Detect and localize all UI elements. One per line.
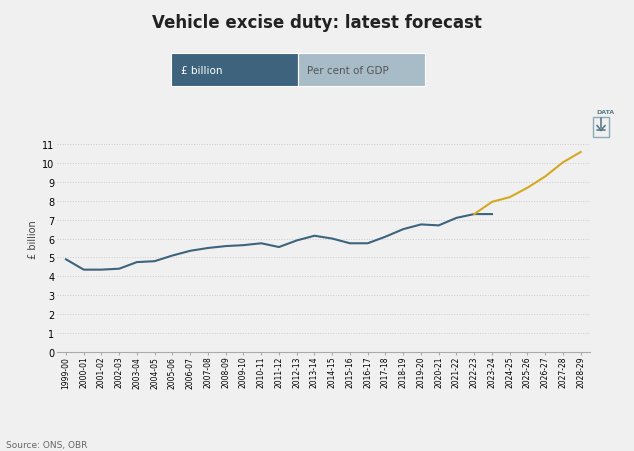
Text: DATA: DATA bbox=[597, 110, 614, 115]
Text: £ billion: £ billion bbox=[181, 65, 222, 75]
Text: Per cent of GDP: Per cent of GDP bbox=[307, 65, 389, 75]
Bar bbox=[593, 117, 609, 137]
Y-axis label: £ billion: £ billion bbox=[28, 220, 38, 258]
Text: Source: ONS, OBR: Source: ONS, OBR bbox=[6, 440, 87, 449]
Text: Vehicle excise duty: latest forecast: Vehicle excise duty: latest forecast bbox=[152, 14, 482, 32]
